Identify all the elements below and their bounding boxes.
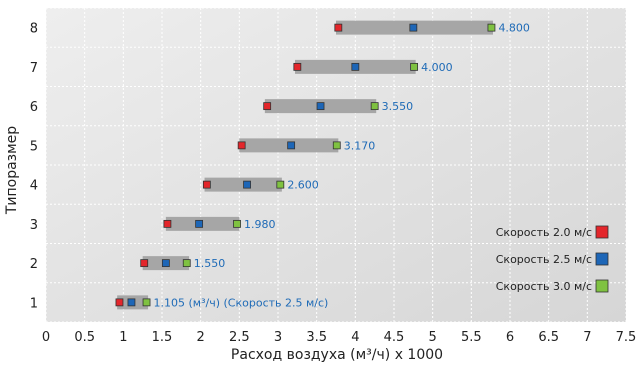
data-label: 1.550: [194, 257, 226, 270]
y-tick-label: 4: [30, 179, 38, 194]
legend-swatch: [595, 279, 609, 293]
data-label: 3.550: [382, 100, 414, 113]
speed-marker: [237, 141, 246, 150]
y-tick-label: 8: [30, 22, 38, 37]
x-axis-title: Расход воздуха (м³/ч) x 1000: [231, 347, 443, 363]
y-tick-label: 6: [30, 100, 38, 115]
speed-marker: [410, 62, 419, 71]
x-tick-label: 3: [274, 330, 282, 345]
speed-marker: [487, 23, 496, 32]
speed-marker: [142, 298, 151, 307]
x-tick-label: 5: [429, 330, 437, 345]
y-tick-label: 2: [30, 257, 38, 272]
speed-marker: [182, 259, 191, 268]
x-tick-label: 4.5: [384, 330, 405, 345]
legend-label: Скорость 2.0 м/с: [496, 226, 592, 239]
speed-marker: [233, 219, 241, 228]
data-label: 1.105 (м³/ч) (Скорость 2.5 м/с): [154, 296, 329, 309]
legend-swatch: [595, 225, 609, 239]
data-label: 3.170: [344, 139, 376, 152]
speed-marker: [316, 102, 325, 111]
speed-marker: [334, 23, 343, 32]
speed-marker: [243, 180, 251, 189]
x-tick-label: 2: [197, 330, 205, 345]
speed-marker: [195, 219, 204, 228]
speed-marker: [115, 298, 124, 307]
y-tick-label: 3: [30, 218, 38, 233]
speed-marker: [293, 62, 302, 71]
speed-marker: [276, 180, 285, 189]
speed-marker: [163, 219, 172, 228]
speed-marker: [332, 141, 341, 150]
x-tick-label: 1.5: [152, 330, 173, 345]
x-tick-label: 4: [351, 330, 359, 345]
x-axis-ticks: 0 0.5 1 1.5 2 2.5 3 3.5 4 4.5 5 5.5 6 6.5 7 7.5: [42, 330, 636, 345]
data-label: 2.600: [287, 179, 319, 192]
legend-label: Скорость 3.0 м/с: [496, 280, 592, 293]
x-tick-label: 7.5: [616, 330, 636, 345]
data-label: 4.000: [421, 61, 453, 74]
x-tick-label: 1: [119, 330, 127, 345]
speed-marker: [263, 102, 272, 111]
data-labels: 1.105 (м³/ч) (Скорость 2.5 м/с) 1.550 1.98…: [154, 22, 530, 310]
x-tick-label: 6: [506, 330, 514, 345]
y-tick-label: 7: [30, 61, 38, 76]
speed-markers: [115, 23, 496, 307]
data-label: 1.980: [244, 218, 276, 231]
speed-marker: [409, 23, 418, 32]
speed-marker: [370, 102, 379, 111]
speed-marker: [351, 62, 360, 71]
legend: Скорость 2.0 м/с Скорость 2.5 м/с Скорость…: [496, 225, 609, 293]
data-label: 4.800: [498, 22, 530, 35]
speed-marker: [202, 180, 211, 189]
x-tick-label: 2.5: [229, 330, 250, 345]
speed-marker: [161, 259, 170, 268]
legend-swatch: [595, 252, 609, 266]
x-tick-label: 3.5: [306, 330, 327, 345]
speed-marker: [287, 141, 296, 150]
x-tick-label: 5.5: [461, 330, 482, 345]
y-tick-label: 5: [30, 139, 38, 154]
y-axis-title: Типоразмер: [4, 126, 20, 215]
legend-label: Скорость 2.5 м/с: [496, 253, 592, 266]
y-tick-label: 1: [30, 296, 38, 311]
x-tick-label: 0.5: [74, 330, 95, 345]
x-tick-label: 6.5: [538, 330, 559, 345]
speed-marker: [140, 259, 149, 268]
x-tick-label: 7: [583, 330, 591, 345]
speed-marker: [127, 298, 136, 307]
y-axis-ticks: 1 2 3 4 5 6 7 8: [30, 22, 38, 312]
x-tick-label: 0: [42, 330, 50, 345]
